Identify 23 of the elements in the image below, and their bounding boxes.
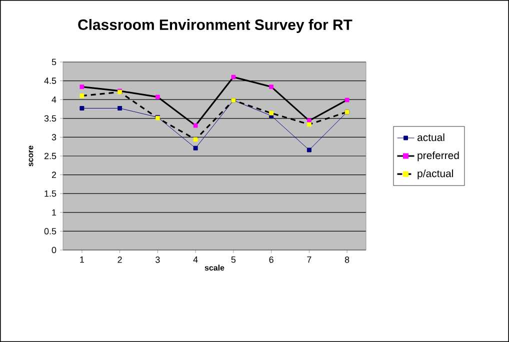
y-tick-label: 4: [52, 96, 56, 103]
y-tick-label: 0: [52, 246, 56, 254]
y-tick-label: 1.5: [44, 190, 56, 197]
y-tick-label: 3.5: [44, 115, 56, 122]
x-tick-label: 1: [80, 256, 84, 263]
x-tick-label: 5: [231, 256, 236, 263]
x-tick-label: 7: [307, 256, 312, 263]
legend-label: actual: [417, 133, 444, 142]
y-tick-label: 0.5: [44, 228, 56, 234]
x-tick-label: 3: [156, 256, 160, 263]
x-tick-label: 4: [193, 256, 198, 263]
y-tick-label: 4.5: [44, 78, 56, 84]
x-tick-label: 6: [269, 256, 274, 263]
legend-label: p/actual: [418, 170, 453, 180]
x-tick-label: 2: [118, 256, 122, 263]
y-tick-label: 5: [52, 58, 56, 66]
y-tick-label: 1: [52, 209, 56, 216]
legend-label: preferred: [418, 151, 459, 162]
x-tick-label: 8: [344, 256, 350, 263]
y-tick-label: 3: [52, 134, 56, 140]
y-tick-label: 2.5: [44, 152, 56, 160]
y-tick-label: 2: [52, 172, 56, 178]
chart-title: Classroom Environment Survey for RT: [78, 19, 352, 33]
